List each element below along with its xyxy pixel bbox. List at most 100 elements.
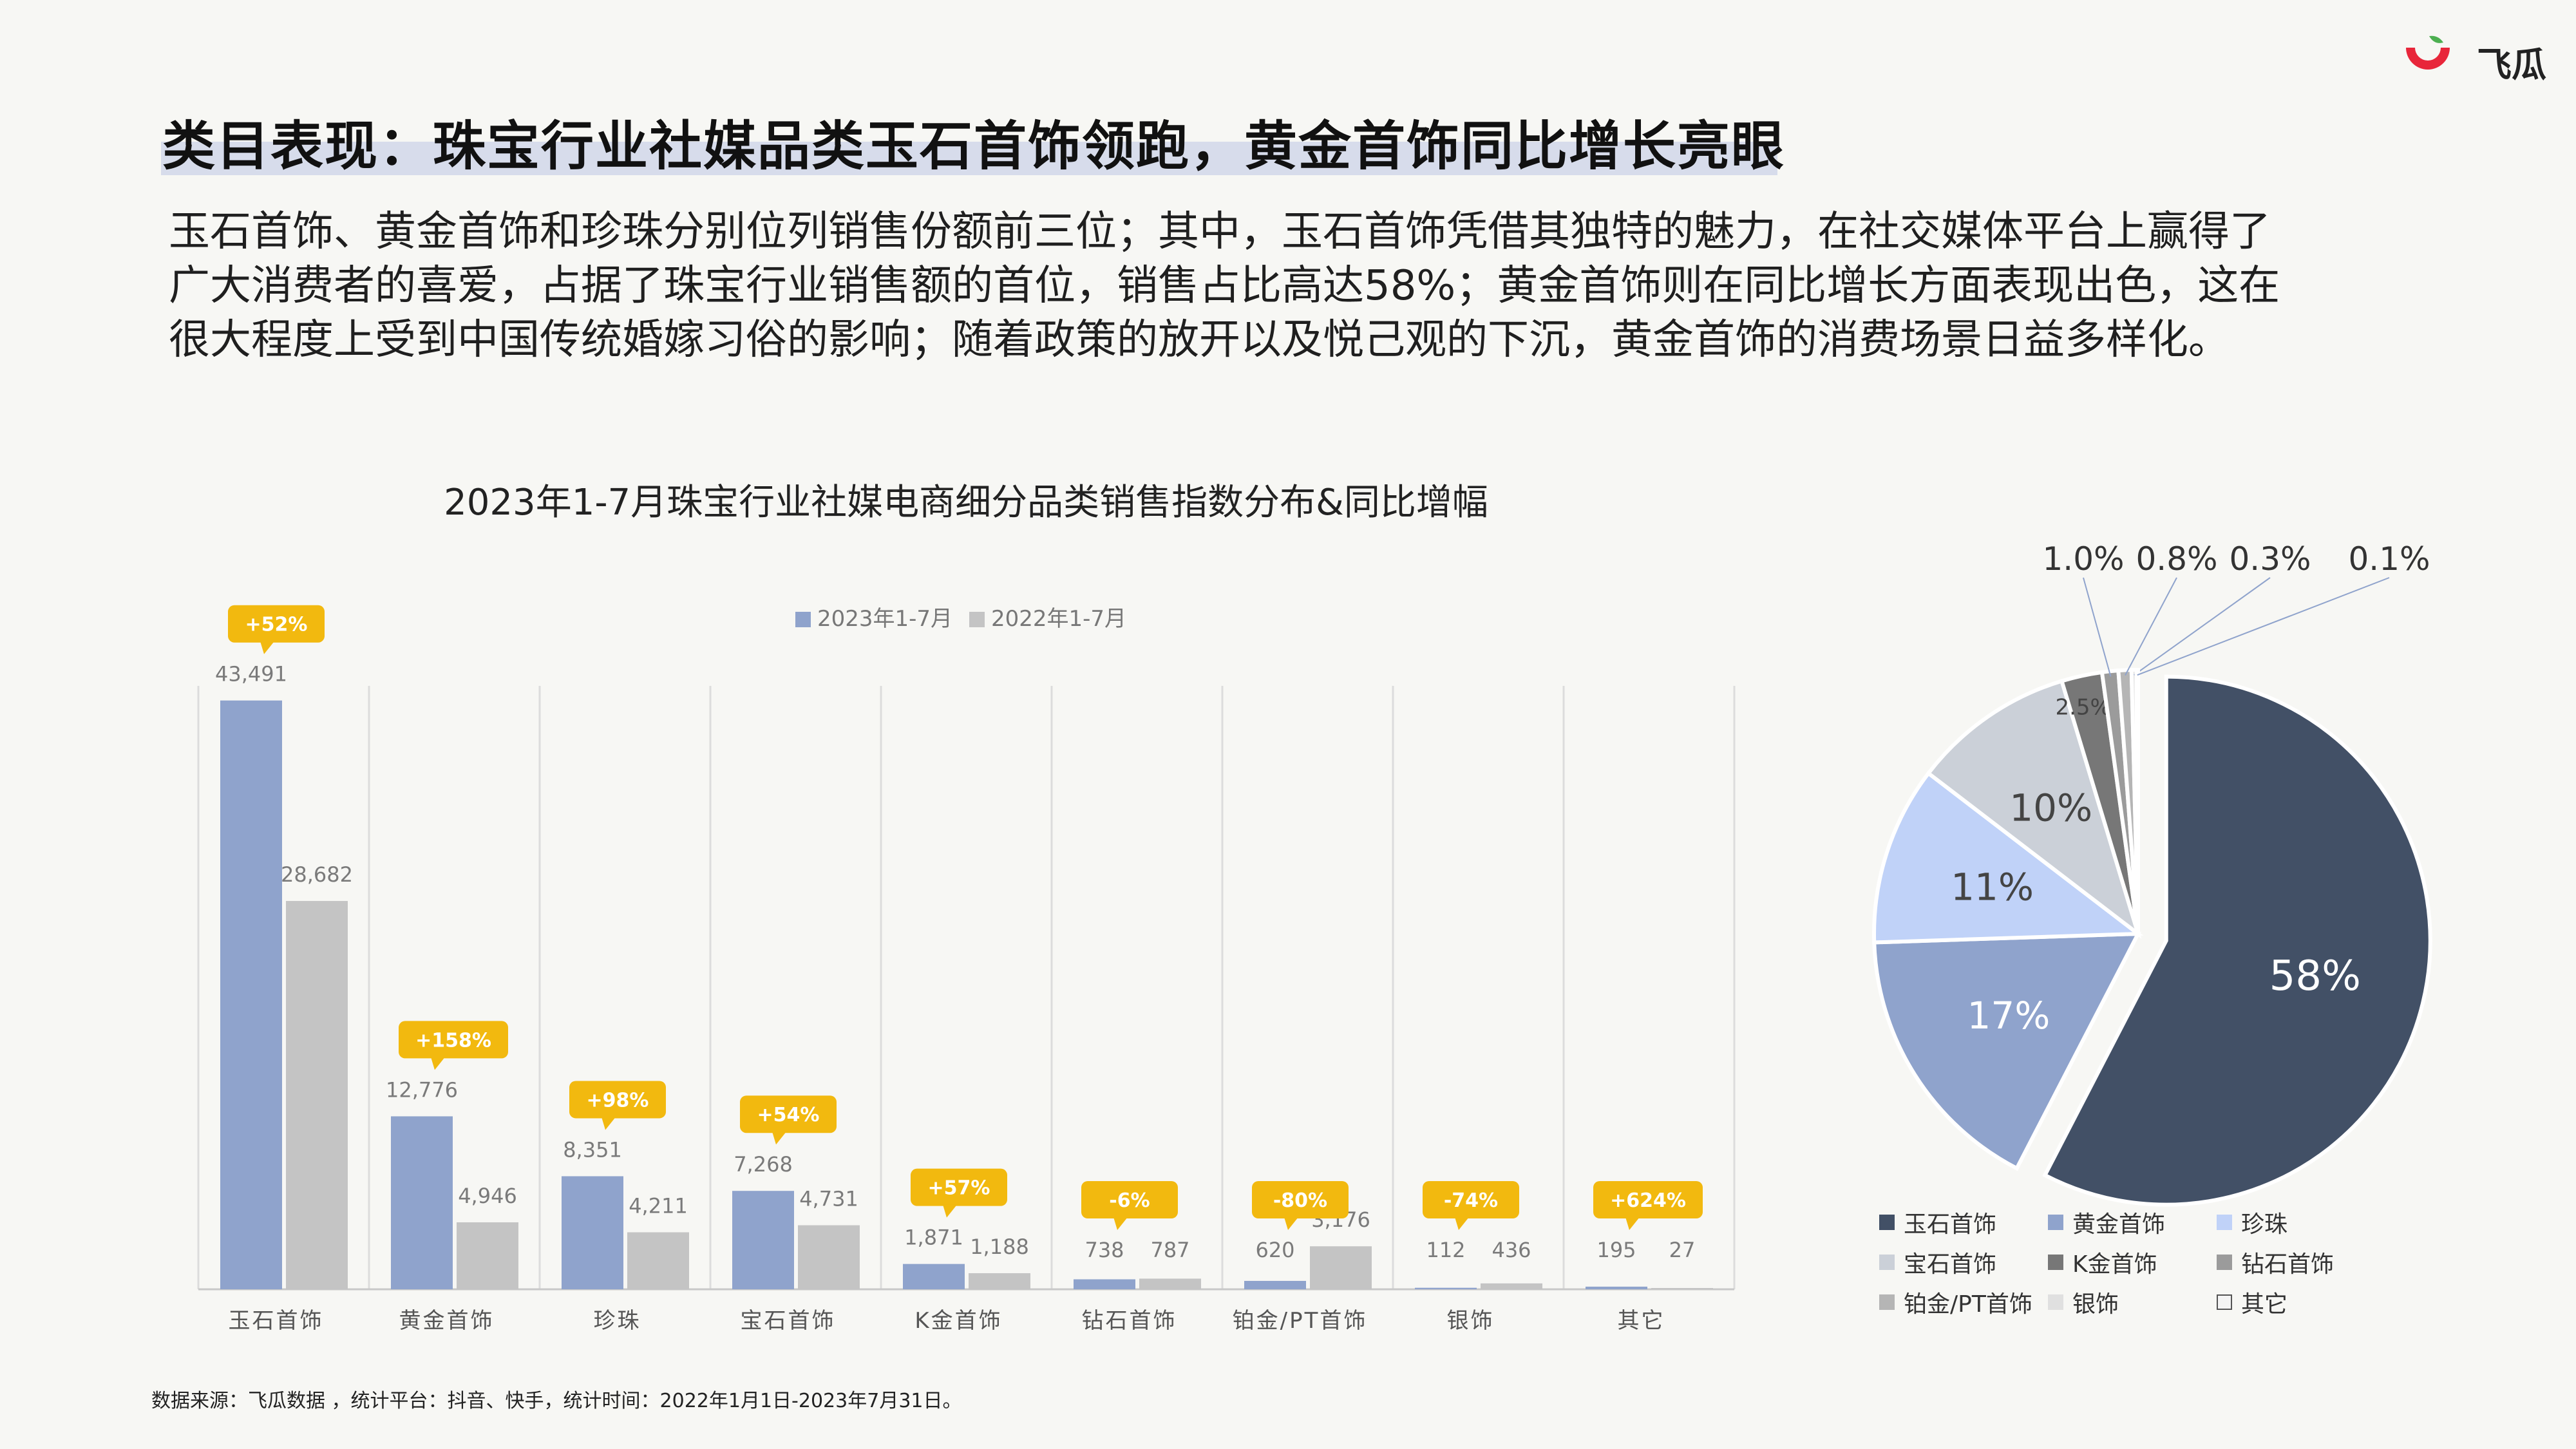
bar-value-label: 8,351 xyxy=(563,1137,622,1162)
legend-label: 黄金首饰 xyxy=(2072,1211,2166,1238)
growth-badge-pointer xyxy=(1625,1217,1640,1230)
legend-label: 宝石首饰 xyxy=(1904,1251,1997,1278)
bar-2022 xyxy=(1139,1278,1201,1289)
bar-value-label: 4,946 xyxy=(458,1184,517,1208)
legend-swatch xyxy=(2048,1294,2063,1310)
growth-badge-pointer xyxy=(772,1132,786,1145)
bar-2022 xyxy=(1310,1246,1372,1289)
legend-label: 2022年1-7月 xyxy=(991,606,1126,632)
growth-badge-label: -80% xyxy=(1273,1189,1327,1212)
growth-badge-bg xyxy=(1081,1181,1178,1218)
growth-badge: +57% xyxy=(911,1168,1007,1218)
bar-2022 xyxy=(969,1273,1030,1289)
legend-swatch xyxy=(1879,1215,1895,1230)
pie-legend-item: 银饰 xyxy=(2048,1284,2217,1320)
legend-label: 钻石首饰 xyxy=(2241,1251,2334,1278)
pie-legend-item: 钻石首饰 xyxy=(2217,1244,2385,1280)
pie-leader-line xyxy=(2125,577,2177,676)
pie-slice xyxy=(1926,678,2142,940)
growth-badge-pointer xyxy=(601,1117,616,1130)
bar-value-label: 7,268 xyxy=(734,1152,793,1177)
pie-leader-line xyxy=(2083,577,2112,677)
growth-badge-bg xyxy=(1252,1181,1349,1218)
pie-value-label: 1.0% xyxy=(2042,540,2124,578)
pie-legend-item: 珍珠 xyxy=(2217,1204,2385,1240)
bar-2023 xyxy=(732,1191,794,1289)
bar-2022 xyxy=(627,1232,689,1289)
bar-legend: 2023年1-7月 2022年1-7月 xyxy=(795,606,1126,632)
growth-badge-bg xyxy=(399,1021,508,1059)
bar-value-label: 195 xyxy=(1596,1238,1636,1262)
legend-swatch xyxy=(2217,1294,2232,1310)
bar-value-label: 436 xyxy=(1492,1238,1531,1262)
pie-legend-item: 其它 xyxy=(2217,1284,2385,1320)
summary-paragraph: 玉石首饰、黄金首饰和珍珠分别位列销售份额前三位；其中，玉石首饰凭借其独特的魅力，… xyxy=(169,205,2410,367)
bar-value-label: 620 xyxy=(1255,1238,1294,1262)
pie-value-label: 0.8% xyxy=(2136,540,2217,578)
pie-legend-item: 玉石首饰 xyxy=(1879,1204,2048,1240)
bar-value-label: 28,682 xyxy=(281,862,353,887)
category-label: 黄金首饰 xyxy=(399,1308,495,1334)
growth-badge-label: +158% xyxy=(415,1029,491,1052)
growth-badge-label: -6% xyxy=(1109,1189,1150,1212)
category-label: 钻石首饰 xyxy=(1082,1308,1177,1334)
bar-value-label: 12,776 xyxy=(386,1077,458,1102)
bar-2023 xyxy=(1415,1287,1477,1289)
growth-badge-label: +52% xyxy=(245,614,308,636)
legend-swatch xyxy=(2217,1255,2232,1270)
growth-badge: +624% xyxy=(1593,1181,1703,1230)
bar-value-label: 1,188 xyxy=(970,1235,1029,1259)
summary-line: 很大程度上受到中国传统婚嫁习俗的影响；随着政策的放开以及悦己观的下沉，黄金首饰的… xyxy=(169,316,2230,364)
category-label: K金首饰 xyxy=(914,1308,1002,1334)
pie-slice xyxy=(1872,931,2142,1171)
bar-2023 xyxy=(1586,1286,1647,1289)
brand-logo-icon xyxy=(2406,35,2450,70)
growth-badge-bg xyxy=(228,605,325,643)
growth-badge: +158% xyxy=(399,1021,508,1070)
growth-badge-label: +54% xyxy=(757,1104,820,1126)
pie-chart: 58% 17% 11% 10% 2.5% 1.0% 0.8% 0.3% 0.1% xyxy=(1872,540,2432,1207)
pie-value-label: 10% xyxy=(2009,786,2092,829)
growth-badge-label: +98% xyxy=(587,1089,649,1112)
pie-value-label: 17% xyxy=(1967,994,2050,1037)
page-title: 类目表现：珠宝行业社媒品类玉石首饰领跑，黄金首饰同比增长亮眼 xyxy=(162,116,1786,177)
summary-line: 广大消费者的喜爱，占据了珠宝行业销售额的首位，销售占比高达58%；黄金首饰则在同… xyxy=(169,262,2280,310)
growth-badge-pointer xyxy=(431,1057,445,1070)
bar-value-label: 112 xyxy=(1426,1238,1465,1262)
pie-value-label: 58% xyxy=(2269,952,2361,1000)
bar-value-label: 43,491 xyxy=(215,662,287,687)
legend-swatch xyxy=(795,612,811,627)
bar-value-label: 4,731 xyxy=(799,1187,858,1211)
bar-2023 xyxy=(562,1176,623,1289)
growth-badge-bg xyxy=(569,1081,666,1119)
category-label: 玉石首饰 xyxy=(229,1308,324,1334)
pie-leader-line xyxy=(2137,577,2390,676)
legend-label: 珍珠 xyxy=(2241,1211,2288,1238)
pie-legend: 玉石首饰 黄金首饰 珍珠 宝石首饰 K金首饰 钻石首饰 铂金/PT首饰 银饰 其它 xyxy=(1879,1204,2459,1320)
growth-badge: +98% xyxy=(569,1081,666,1130)
pie-value-label: 2.5% xyxy=(2055,695,2110,721)
bar-2022 xyxy=(1481,1283,1542,1289)
growth-badge-pointer xyxy=(1284,1217,1298,1230)
growth-badge-pointer xyxy=(1113,1217,1128,1230)
pie-slice xyxy=(1872,770,2144,945)
pie-legend-item: 宝石首饰 xyxy=(1879,1244,2048,1280)
bar-2022 xyxy=(286,901,348,1289)
bar-2022 xyxy=(1651,1288,1713,1289)
legend-swatch xyxy=(969,612,985,627)
bar-2022 xyxy=(798,1225,860,1289)
growth-badge: +52% xyxy=(228,605,325,654)
bar-2022 xyxy=(457,1222,518,1289)
data-source-footnote: 数据来源：飞瓜数据 ，统计平台：抖音、快手，统计时间：2022年1月1日-202… xyxy=(151,1390,962,1412)
legend-label: K金首饰 xyxy=(2072,1251,2157,1278)
category-label: 其它 xyxy=(1618,1308,1665,1334)
category-label: 铂金/PT首饰 xyxy=(1233,1308,1368,1334)
growth-badge: -80% xyxy=(1252,1181,1349,1230)
bar-value-label: 4,211 xyxy=(629,1193,688,1218)
legend-label: 银饰 xyxy=(2072,1291,2119,1318)
growth-badge-pointer xyxy=(260,641,274,654)
category-label: 宝石首饰 xyxy=(741,1308,836,1334)
pie-value-label: 0.3% xyxy=(2229,540,2311,578)
growth-badge-label: +624% xyxy=(1610,1189,1686,1212)
pie-legend-item: 黄金首饰 xyxy=(2048,1204,2217,1240)
